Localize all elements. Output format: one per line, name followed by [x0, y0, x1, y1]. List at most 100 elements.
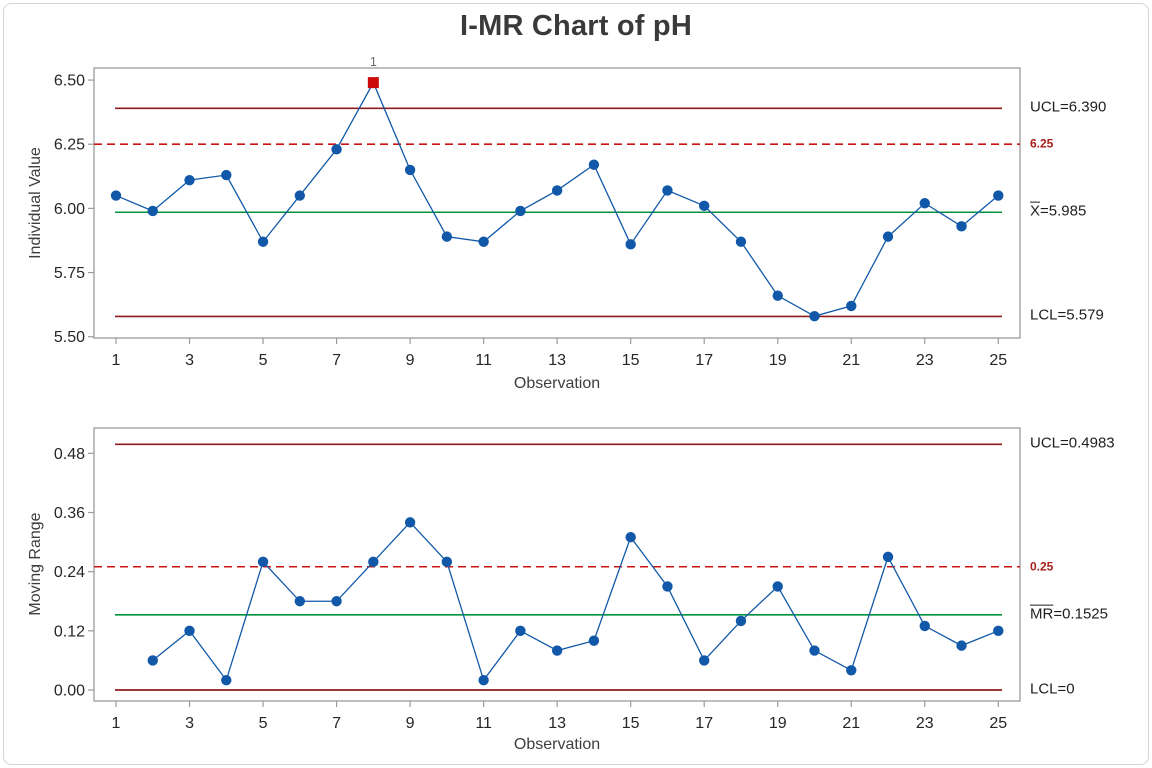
mr-chart-point-24[interactable] [956, 640, 967, 651]
mr-chart-point-3[interactable] [184, 625, 195, 637]
i-x-tick-label: 21 [842, 352, 860, 369]
mr-x-tick-label: 25 [989, 715, 1007, 732]
i-chart-point-9[interactable] [404, 164, 416, 176]
i-x-tick-label: 5 [259, 352, 268, 369]
i-chart-point-22[interactable] [882, 231, 894, 242]
i-chart-ucl-label: UCL=6.390 [1030, 98, 1107, 116]
mr-x-tick-label: 17 [695, 715, 713, 732]
mr-chart-spec-label: 0.25 [1030, 559, 1054, 574]
i-chart-point-20[interactable] [809, 310, 820, 322]
i-x-tick-label: 7 [332, 352, 341, 369]
i-chart-point-23[interactable] [919, 198, 930, 209]
i-chart-point-7[interactable] [331, 144, 342, 155]
mrbar-symbol: MR [1030, 605, 1054, 623]
mr-x-tick-label: 9 [406, 715, 415, 732]
i-chart-point-1[interactable] [110, 190, 122, 201]
xbar-value: =5.985 [1040, 202, 1087, 220]
mr-chart-point-15[interactable] [625, 531, 636, 543]
i-chart-point-2[interactable] [147, 205, 158, 217]
i-x-tick-label: 19 [769, 352, 787, 369]
mr-chart-point-6[interactable] [294, 596, 306, 607]
i-chart-point-6[interactable] [294, 190, 306, 201]
i-x-tick-label: 9 [406, 352, 415, 369]
xbar-symbol: X [1030, 202, 1041, 220]
mr-chart-point-18[interactable] [735, 615, 747, 627]
i-chart-ooc-point-8[interactable] [367, 77, 379, 89]
i-x-tick-label: 1 [112, 352, 121, 369]
mr-chart-x-axis-title: Observation [513, 736, 601, 753]
i-chart-point-25[interactable] [993, 190, 1004, 201]
mr-y-tick-label: 0.36 [54, 505, 85, 522]
i-chart-point-10[interactable] [441, 231, 453, 242]
mr-chart-point-12[interactable] [515, 625, 526, 637]
mr-chart-point-14[interactable] [588, 635, 600, 646]
mr-chart-point-16[interactable] [662, 581, 673, 592]
i-chart-spec-label: 6.25 [1030, 136, 1054, 151]
i-chart-point-3[interactable] [184, 174, 195, 186]
i-chart-point-4[interactable] [221, 169, 232, 181]
i-chart-x-axis-title: Observation [513, 375, 601, 392]
i-y-tick-label: 5.75 [54, 265, 85, 282]
mr-chart-point-19[interactable] [772, 581, 783, 592]
mr-x-tick-label: 3 [185, 715, 194, 732]
i-x-tick-label: 11 [475, 352, 492, 369]
mr-chart-point-10[interactable] [441, 556, 453, 568]
i-chart-center-label: X=5.985 [1030, 203, 1086, 222]
mr-y-tick-label: 0.48 [54, 446, 85, 463]
i-chart-point-12[interactable] [515, 205, 526, 217]
mr-chart-point-21[interactable] [846, 665, 857, 676]
mr-chart-point-22[interactable] [882, 551, 894, 563]
mr-chart-point-20[interactable] [809, 645, 820, 656]
i-x-tick-label: 23 [916, 352, 934, 369]
i-y-tick-label: 6.25 [54, 137, 85, 154]
i-chart-series-line [115, 81, 999, 317]
mr-chart-point-4[interactable] [221, 674, 232, 686]
i-chart-point-21[interactable] [846, 300, 857, 312]
mr-chart-point-17[interactable] [699, 655, 710, 666]
i-x-tick-label: 17 [695, 352, 713, 369]
mr-x-tick-label: 21 [842, 715, 860, 732]
mr-chart-point-7[interactable] [331, 596, 342, 607]
i-chart-point-24[interactable] [956, 221, 967, 232]
mr-chart-lcl-label: LCL=0 [1030, 680, 1075, 698]
mr-chart-center-label: MR=0.1525 [1030, 605, 1108, 624]
mr-chart-point-13[interactable] [551, 645, 563, 656]
mr-chart-series-line [152, 521, 999, 682]
mr-y-tick-label: 0.12 [54, 623, 85, 640]
mr-chart-point-2[interactable] [147, 655, 158, 666]
mr-x-tick-label: 7 [332, 715, 341, 732]
i-x-tick-label: 13 [548, 352, 566, 369]
i-y-tick-label: 5.50 [54, 329, 85, 346]
i-chart-point-14[interactable] [588, 159, 600, 170]
i-chart-point-5[interactable] [257, 236, 269, 247]
i-y-tick-label: 6.50 [54, 73, 85, 90]
mr-x-tick-label: 23 [916, 715, 934, 732]
mr-chart-point-5[interactable] [257, 556, 269, 568]
i-chart-point-16[interactable] [662, 185, 673, 196]
mr-chart-point-8[interactable] [368, 556, 379, 568]
i-chart-point-13[interactable] [551, 185, 563, 196]
mrbar-value: =0.1525 [1053, 605, 1108, 623]
mr-chart-point-9[interactable] [404, 517, 416, 528]
i-chart-point-18[interactable] [735, 236, 747, 247]
mr-x-tick-label: 19 [769, 715, 787, 732]
i-chart-point-17[interactable] [699, 200, 710, 212]
i-x-tick-label: 15 [622, 352, 640, 369]
mr-chart-point-23[interactable] [919, 620, 930, 632]
i-chart-ooc-flag-label: 1 [370, 55, 377, 69]
mr-x-tick-label: 11 [475, 715, 492, 732]
i-chart-point-19[interactable] [772, 290, 783, 301]
i-x-tick-label: 25 [989, 352, 1007, 369]
mr-y-tick-label: 0.24 [54, 564, 85, 581]
mr-chart-ucl-label: UCL=0.4983 [1030, 434, 1115, 452]
i-chart-lcl-label: LCL=5.579 [1030, 307, 1104, 325]
mr-x-tick-label: 5 [259, 715, 268, 732]
mr-y-tick-label: 0.00 [54, 683, 85, 700]
mr-chart-point-25[interactable] [993, 625, 1004, 637]
i-chart-point-15[interactable] [625, 239, 636, 250]
i-chart-point-11[interactable] [478, 236, 489, 247]
mr-x-tick-label: 13 [548, 715, 566, 732]
mr-chart-point-11[interactable] [478, 674, 489, 686]
